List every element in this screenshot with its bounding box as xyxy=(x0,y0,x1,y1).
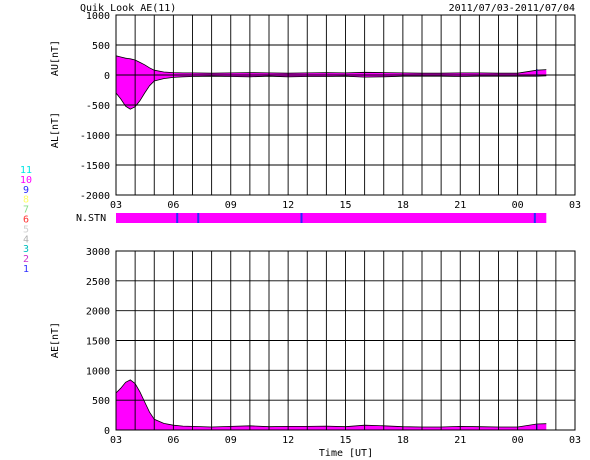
bottom-ytick-label: 2000 xyxy=(86,307,110,318)
station-legend-entry: 5 xyxy=(23,224,29,235)
top-panel-grid xyxy=(115,14,576,196)
top-xtick-label: 03 xyxy=(569,200,581,211)
bottom-ytick-label: 500 xyxy=(92,396,110,407)
bottom-xtick-label: 06 xyxy=(167,435,179,446)
bottom-ytick-label: 2500 xyxy=(86,277,110,288)
nstn-marker xyxy=(176,213,179,223)
bottom-xtick-label: 18 xyxy=(397,435,409,446)
bottom-xtick-label: 12 xyxy=(282,435,294,446)
date-range: 2011/07/03-2011/07/04 xyxy=(449,3,575,14)
top-xtick-label: 06 xyxy=(167,200,179,211)
bottom-ytick-label: 3000 xyxy=(86,247,110,258)
nstn-marker xyxy=(197,213,200,223)
top-xtick-label: 18 xyxy=(397,200,409,211)
bottom-xtick-label: 03 xyxy=(569,435,581,446)
ae-series-line xyxy=(115,379,547,428)
station-count-bar xyxy=(116,213,547,223)
al-axis-label: AL[nT] xyxy=(50,112,61,148)
station-legend-entry: 4 xyxy=(23,234,29,245)
au-axis-label: AU[nT] xyxy=(50,40,61,76)
station-legend-entry: 7 xyxy=(23,205,29,216)
top-xtick-label: 00 xyxy=(512,200,524,211)
top-ytick-label: -1500 xyxy=(80,161,110,172)
ae-axis-label: AE[nT] xyxy=(50,322,61,358)
bottom-ytick-label: 0 xyxy=(104,426,110,437)
bottom-ytick-label: 1000 xyxy=(86,366,110,377)
nstn-fill xyxy=(116,213,547,223)
bottom-xtick-label: 15 xyxy=(339,435,351,446)
bottom-ytick-label: 1500 xyxy=(86,337,110,348)
ae-fill xyxy=(116,379,547,430)
top-ytick-label: -1000 xyxy=(80,131,110,142)
station-legend-entry: 3 xyxy=(23,244,29,255)
station-legend-entry: 11 xyxy=(20,165,32,176)
top-frame xyxy=(115,14,576,196)
station-legend-entry: 6 xyxy=(23,215,29,226)
al-series-line xyxy=(115,75,547,110)
bottom-panel-grid xyxy=(115,250,576,431)
bottom-frame xyxy=(115,250,576,431)
nstn-marker xyxy=(300,213,303,223)
station-legend-entry: 1 xyxy=(23,264,29,275)
au-al-envelope xyxy=(116,55,547,110)
station-legend-entry: 8 xyxy=(23,195,29,206)
top-xtick-label: 21 xyxy=(454,200,466,211)
station-legend-entry: 9 xyxy=(23,185,29,196)
station-legend-entry: 10 xyxy=(20,175,32,186)
plot-title: Quik Look AE(11) xyxy=(80,3,176,14)
nstn-marker xyxy=(533,213,536,223)
top-ytick-label: -500 xyxy=(86,101,110,112)
top-ytick-label: 500 xyxy=(92,41,110,52)
top-ytick-label: 1000 xyxy=(86,11,110,22)
top-ytick-label: -2000 xyxy=(80,191,110,202)
au-series-line xyxy=(115,55,547,74)
top-ytick-label: 0 xyxy=(104,71,110,82)
bottom-xtick-label: 00 xyxy=(512,435,524,446)
bottom-xtick-label: 03 xyxy=(110,435,122,446)
nstn-label: N.STN xyxy=(76,213,106,224)
au-al-area xyxy=(115,55,547,110)
top-xtick-label: 09 xyxy=(225,200,237,211)
ae-area xyxy=(115,379,547,430)
bottom-xtick-label: 21 xyxy=(454,435,466,446)
station-legend-entry: 2 xyxy=(23,254,29,265)
bottom-xtick-label: 09 xyxy=(225,435,237,446)
x-axis-label: Time [UT] xyxy=(319,448,373,459)
top-xtick-label: 15 xyxy=(339,200,351,211)
top-xtick-label: 12 xyxy=(282,200,294,211)
top-xtick-label: 03 xyxy=(110,200,122,211)
